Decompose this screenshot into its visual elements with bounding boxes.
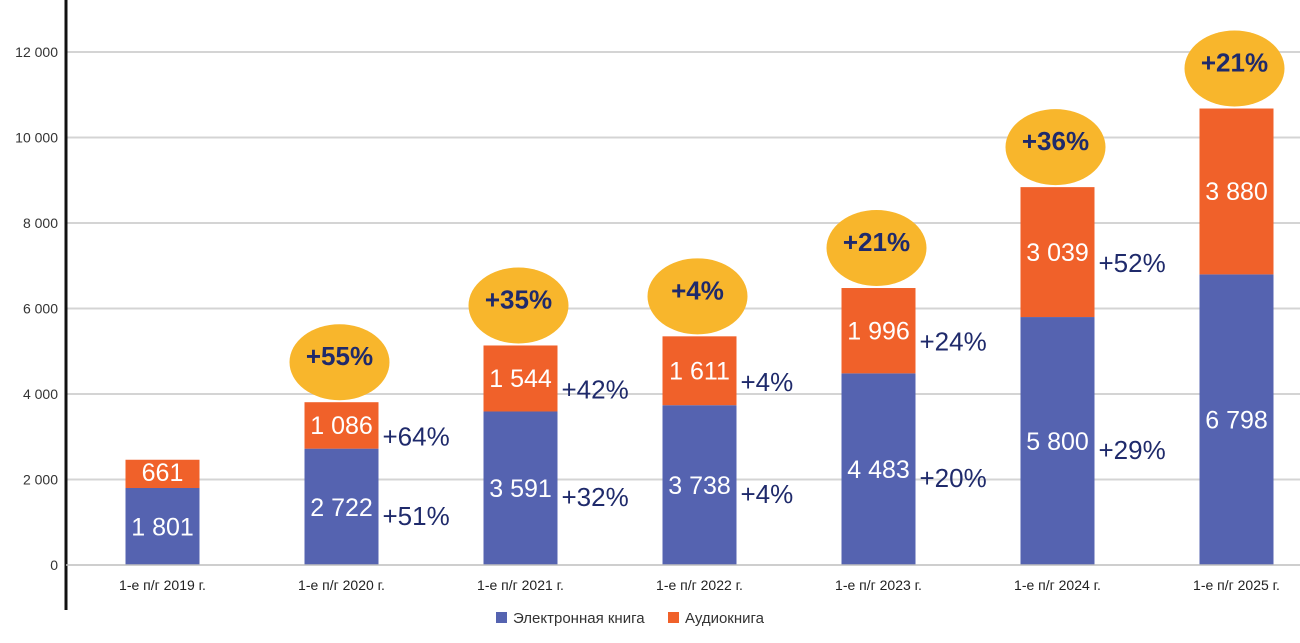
total-growth-label: +36%	[1022, 126, 1089, 156]
bar-ebook	[1020, 317, 1095, 565]
bar-audiobook	[1020, 187, 1095, 318]
legend: Электронная книга Аудиокнига	[496, 610, 765, 627]
total-growth-badge	[289, 324, 390, 401]
x-tick-label: 1-е п/г 2021 г.	[477, 577, 564, 593]
total-growth-label: +21%	[843, 227, 910, 257]
y-tick-label: 8 000	[23, 215, 58, 231]
data-label-audiobook: 1 086	[310, 412, 373, 440]
data-label-ebook: 1 801	[131, 514, 194, 542]
bar-ebook	[483, 411, 558, 565]
growth-label-audiobook: +64%	[383, 421, 450, 451]
growth-label-audiobook: +52%	[1099, 248, 1166, 278]
x-tick-label: 1-е п/г 2019 г.	[119, 577, 206, 593]
total-growth-label: +55%	[306, 341, 373, 371]
data-label-audiobook: 1 996	[847, 317, 910, 345]
x-axis: 1-е п/г 2019 г. 1-е п/г 2020 г. 1-е п/г 20…	[66, 564, 1300, 593]
legend-swatch-audiobook	[668, 612, 679, 623]
total-growth-badge	[826, 210, 927, 287]
data-label-ebook: 5 800	[1026, 428, 1089, 456]
total-growth-label: +35%	[485, 284, 552, 314]
y-tick-label: 12 000	[15, 44, 58, 60]
data-label-ebook: 6 798	[1205, 407, 1268, 435]
bar-audiobook	[662, 336, 737, 406]
bar-audiobook	[304, 402, 379, 449]
data-label-ebook: 3 738	[668, 472, 731, 500]
growth-label-ebook: +51%	[383, 501, 450, 531]
bar-ebook	[304, 448, 379, 565]
y-tick-label: 6 000	[23, 301, 58, 317]
growth-label-ebook: +32%	[562, 482, 629, 512]
x-tick-label: 1-е п/г 2024 г.	[1014, 577, 1101, 593]
legend-swatch-ebook	[496, 612, 507, 623]
y-axis: 0 2 000 4 000 6 000 8 000 10 000 12 000	[15, 0, 68, 610]
total-growth-badge	[1005, 109, 1106, 186]
bar-ebook	[125, 488, 200, 565]
total-growth-label: +21%	[1201, 48, 1268, 78]
data-label-ebook: 3 591	[489, 475, 552, 503]
bar-audiobook	[125, 459, 200, 489]
x-tick-label: 1-е п/г 2020 г.	[298, 577, 385, 593]
bar-ebook	[662, 405, 737, 565]
total-growth-badge	[468, 267, 569, 344]
growth-label-audiobook: +42%	[562, 374, 629, 404]
data-label-audiobook: 3 039	[1026, 239, 1089, 267]
total-growth-badge	[1184, 30, 1285, 107]
y-tick-label: 2 000	[23, 472, 58, 488]
total-growth-label: +4%	[671, 275, 724, 305]
bar-audiobook	[841, 288, 916, 374]
bars: 1 801 661 2 722 1 086 +51% +64% +55% 3 591 1 544…	[125, 30, 1285, 565]
x-tick-label: 1-е п/г 2022 г.	[656, 577, 743, 593]
data-label-audiobook: 3 880	[1205, 178, 1268, 206]
total-growth-badge	[647, 258, 748, 335]
data-label-ebook: 2 722	[310, 494, 373, 522]
data-label-audiobook: 1 544	[489, 365, 552, 393]
growth-label-audiobook: +24%	[920, 327, 987, 357]
y-tick-label: 4 000	[23, 386, 58, 402]
bar-ebook	[1199, 274, 1274, 565]
legend-label-ebook: Электронная книга	[513, 610, 645, 627]
legend-label-audiobook: Аудиокнига	[685, 610, 765, 627]
x-tick-label: 1-е п/г 2023 г.	[835, 577, 922, 593]
growth-label-ebook: +29%	[1099, 435, 1166, 465]
bar-audiobook	[483, 345, 558, 412]
growth-label-ebook: +4%	[741, 479, 794, 509]
bar-audiobook	[1199, 108, 1274, 275]
growth-label-audiobook: +4%	[741, 367, 794, 397]
bar-ebook	[841, 373, 916, 565]
growth-label-ebook: +20%	[920, 463, 987, 493]
data-label-audiobook: 661	[142, 459, 184, 487]
y-tick-label: 10 000	[15, 130, 58, 146]
y-tick-label: 0	[50, 557, 58, 573]
x-tick-label: 1-е п/г 2025 г.	[1193, 577, 1280, 593]
data-label-audiobook: 1 611	[669, 358, 730, 386]
data-label-ebook: 4 483	[847, 456, 910, 484]
